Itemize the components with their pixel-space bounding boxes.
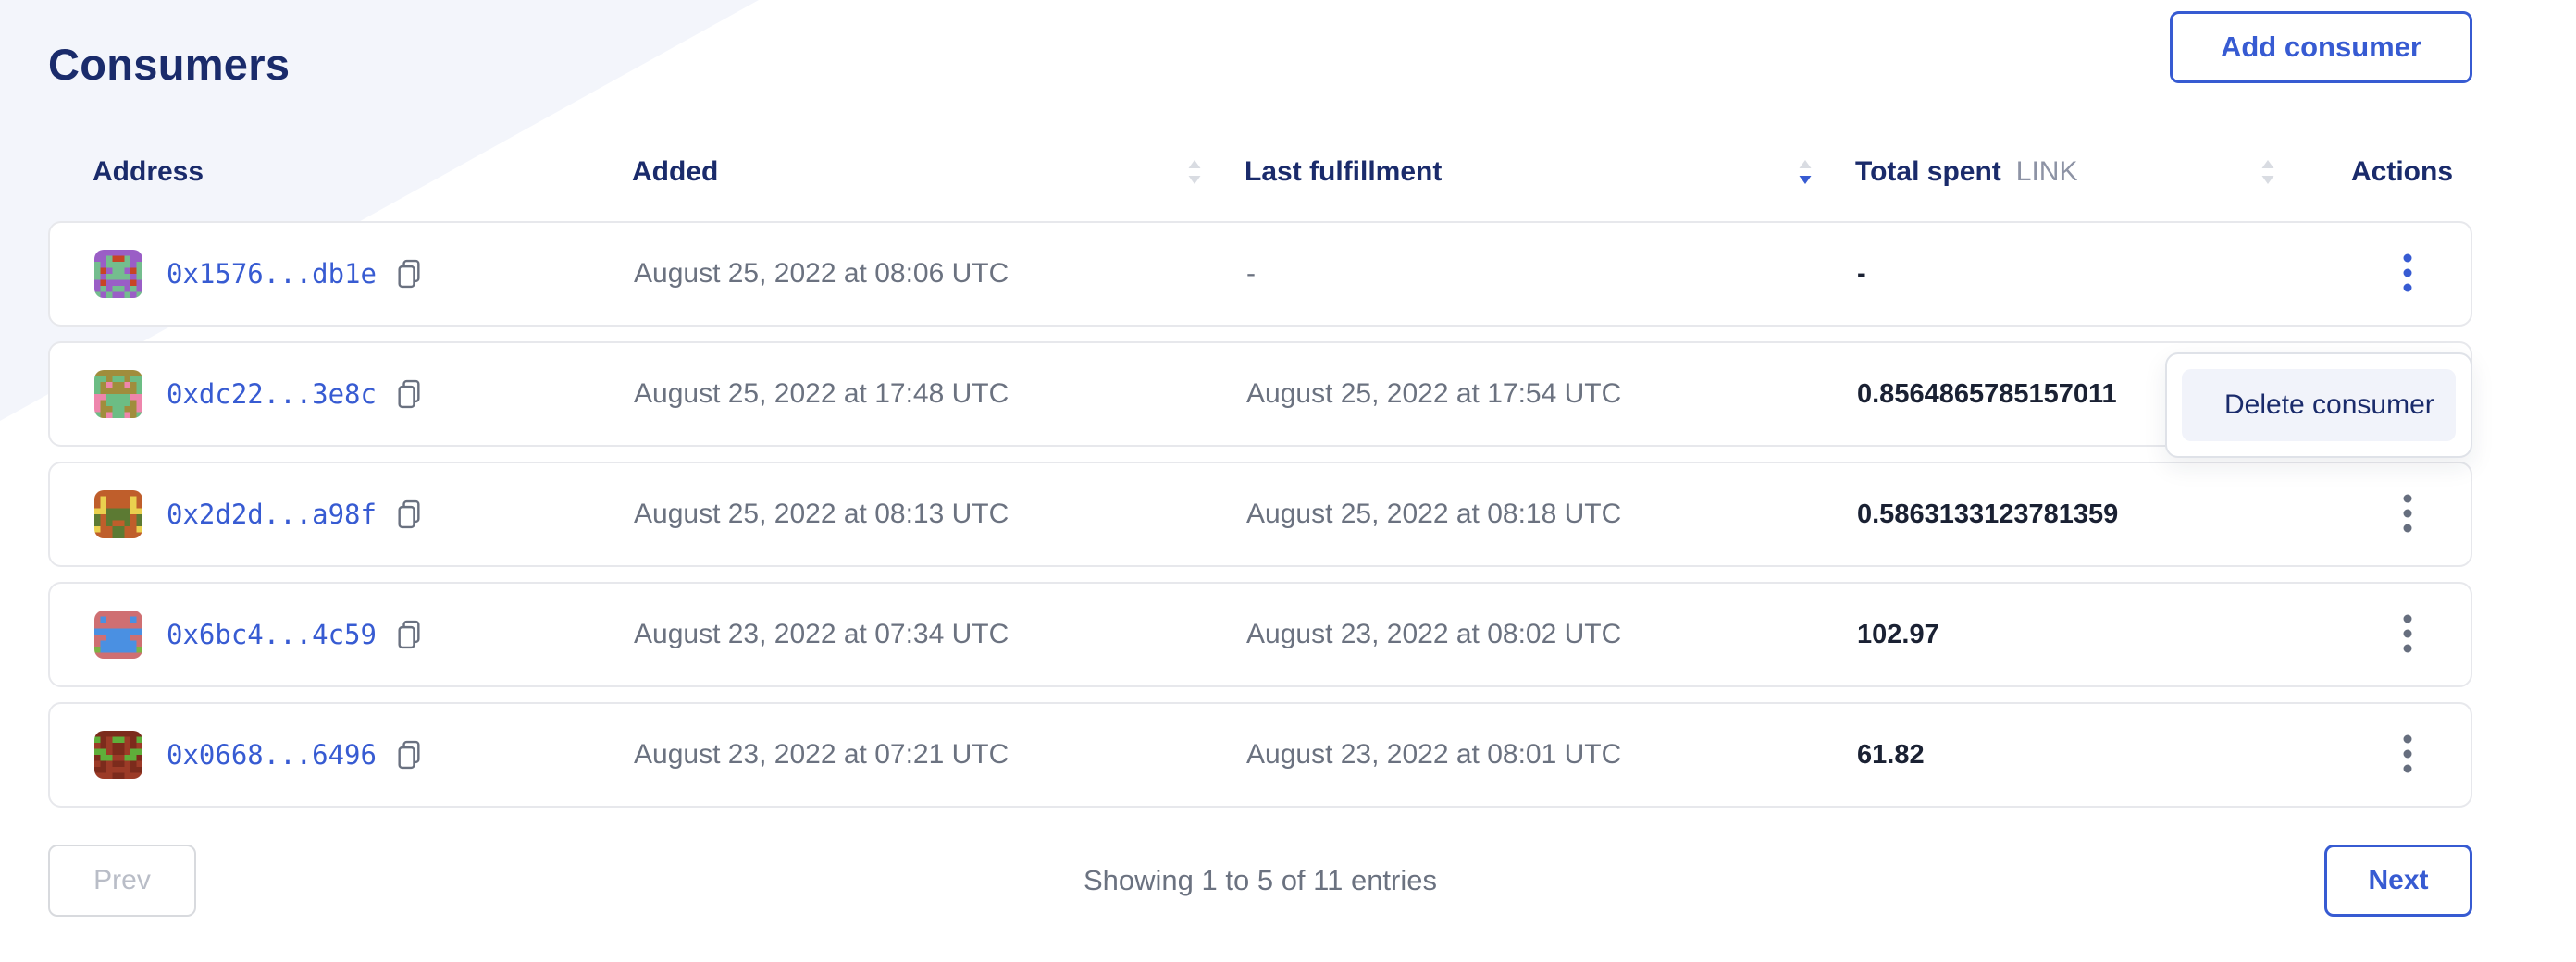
address-link[interactable]: 0x2d2d...a98f: [167, 499, 377, 530]
pagination: Prev Showing 1 to 5 of 11 entries Next: [48, 845, 2472, 917]
address-link[interactable]: 0xdc22...3e8c: [167, 378, 377, 410]
kebab-menu-button[interactable]: [2384, 239, 2431, 309]
column-label: Last fulfillment: [1245, 156, 1443, 187]
added-cell: August 23, 2022 at 07:34 UTC: [634, 619, 1009, 649]
kebab-menu-button[interactable]: [2384, 479, 2431, 549]
added-cell: August 23, 2022 at 07:21 UTC: [634, 739, 1009, 770]
identicon-avatar: [94, 370, 142, 418]
page-title: Consumers: [48, 40, 291, 89]
total-spent-cell: 0.8564865785157011: [1857, 378, 2117, 409]
copy-icon[interactable]: [395, 258, 423, 290]
column-header-added: Added: [632, 156, 1245, 188]
next-page-button[interactable]: Next: [2324, 845, 2472, 917]
actions-cell: [2320, 599, 2431, 670]
table-row: 0xdc22...3e8c August 25, 2022 at 17:48 U…: [48, 341, 2472, 447]
consumers-table: Address Added Last fulfillment Total spe…: [48, 139, 2472, 917]
menu-item-label: Delete consumer: [2224, 389, 2434, 420]
table-row: 0x1576...db1e August 25, 2022 at 08:06 U…: [48, 221, 2472, 327]
last-fulfillment-cell: August 25, 2022 at 17:54 UTC: [1246, 378, 1622, 409]
kebab-menu-button[interactable]: [2384, 599, 2431, 670]
last-fulfillment-cell: August 25, 2022 at 08:18 UTC: [1246, 499, 1622, 529]
actions-cell: [2320, 239, 2431, 309]
column-label: Added: [632, 156, 719, 187]
address-cell: 0x6bc4...4c59: [94, 610, 634, 659]
column-header-total-spent: Total spent LINK: [1855, 156, 2318, 188]
table-row: 0x2d2d...a98f August 25, 2022 at 08:13 U…: [48, 462, 2472, 567]
row-actions-menu: Delete consumer: [2165, 352, 2472, 458]
address-cell: 0xdc22...3e8c: [94, 370, 634, 418]
kebab-menu-button[interactable]: [2384, 720, 2431, 790]
identicon-avatar: [94, 610, 142, 659]
last-fulfillment-cell: -: [1246, 258, 1256, 289]
identicon-avatar: [94, 731, 142, 779]
identicon-avatar: [94, 250, 142, 298]
prev-page-button[interactable]: Prev: [48, 845, 196, 917]
address-link[interactable]: 0x1576...db1e: [167, 258, 377, 290]
table-body: 0x1576...db1e August 25, 2022 at 08:06 U…: [48, 221, 2472, 808]
copy-icon[interactable]: [395, 619, 423, 650]
column-header-actions: Actions: [2318, 156, 2453, 188]
copy-icon[interactable]: [395, 378, 423, 410]
table-header-row: Address Added Last fulfillment Total spe…: [48, 139, 2472, 205]
page-header: Consumers Add consumer: [0, 0, 2576, 92]
table-row: 0x0668...6496 August 23, 2022 at 07:21 U…: [48, 702, 2472, 808]
identicon-avatar: [94, 490, 142, 538]
address-link[interactable]: 0x0668...6496: [167, 739, 377, 771]
actions-cell: [2320, 720, 2431, 790]
add-consumer-button[interactable]: Add consumer: [2169, 11, 2472, 83]
total-spent-cell: -: [1857, 258, 1866, 289]
sort-arrows-icon[interactable]: [2260, 158, 2275, 186]
total-spent-cell: 61.82: [1857, 739, 1925, 770]
delete-consumer-menu-item[interactable]: Delete consumer: [2182, 369, 2456, 441]
last-fulfillment-cell: August 23, 2022 at 08:02 UTC: [1246, 619, 1622, 649]
total-spent-cell: 102.97: [1857, 619, 1939, 649]
total-spent-cell: 0.5863133123781359: [1857, 499, 2119, 529]
added-cell: August 25, 2022 at 08:06 UTC: [634, 258, 1009, 289]
column-header-address: Address: [93, 156, 632, 188]
sort-arrows-icon[interactable]: [1187, 158, 1202, 186]
address-cell: 0x1576...db1e: [94, 250, 634, 298]
address-cell: 0x0668...6496: [94, 731, 634, 779]
address-link[interactable]: 0x6bc4...4c59: [167, 619, 377, 650]
pagination-summary: Showing 1 to 5 of 11 entries: [1083, 864, 1438, 896]
copy-icon[interactable]: [395, 499, 423, 530]
column-label: Total spent: [1855, 156, 2001, 187]
address-cell: 0x2d2d...a98f: [94, 490, 634, 538]
column-unit-link: LINK: [2015, 156, 2078, 187]
actions-cell: [2320, 479, 2431, 549]
column-label: Actions: [2351, 156, 2454, 187]
sort-arrows-icon[interactable]: [1798, 158, 1813, 186]
last-fulfillment-cell: August 23, 2022 at 08:01 UTC: [1246, 739, 1622, 770]
column-header-last-fulfillment: Last fulfillment: [1245, 156, 1855, 188]
added-cell: August 25, 2022 at 17:48 UTC: [634, 378, 1009, 409]
table-row: 0x6bc4...4c59 August 23, 2022 at 07:34 U…: [48, 582, 2472, 687]
added-cell: August 25, 2022 at 08:13 UTC: [634, 499, 1009, 529]
copy-icon[interactable]: [395, 739, 423, 771]
column-label: Address: [93, 156, 204, 187]
